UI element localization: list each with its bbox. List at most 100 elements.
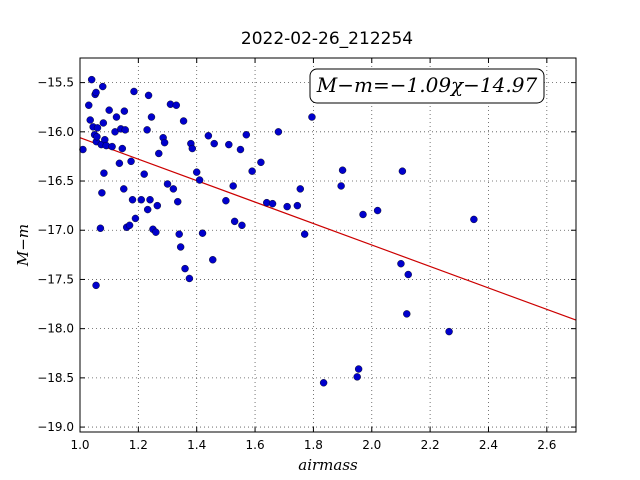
data-point <box>242 131 251 139</box>
data-point <box>174 197 182 206</box>
fit-line <box>79 137 577 321</box>
data-point <box>92 281 100 290</box>
data-point <box>204 132 213 140</box>
data-point <box>112 113 121 121</box>
data-point <box>99 119 108 127</box>
data-point <box>130 87 138 96</box>
data-point <box>353 373 361 381</box>
data-point <box>319 379 328 387</box>
data-point <box>146 196 154 204</box>
data-point <box>238 221 246 230</box>
data-point <box>120 185 128 193</box>
data-point <box>193 168 201 176</box>
y-tick-label: −15.5 <box>37 76 74 90</box>
data-point <box>354 365 363 373</box>
data-point <box>296 185 304 193</box>
data-point <box>337 182 345 190</box>
data-point <box>185 274 194 283</box>
data-point <box>128 196 137 204</box>
data-point <box>93 133 101 141</box>
y-tick-label: −19.0 <box>37 420 74 434</box>
data-point <box>105 106 113 114</box>
data-point <box>248 167 256 175</box>
y-tick-label: −17.5 <box>37 272 74 286</box>
data-point <box>188 144 197 153</box>
annotation-box <box>309 68 545 104</box>
data-point <box>98 189 106 197</box>
x-tick-label: 2.4 <box>479 438 498 452</box>
data-point <box>155 149 163 158</box>
chart-title: 2022-02-26_212254 <box>241 29 413 49</box>
x-axis: 1.0 1.2 1.4 1.6 1.8 2.0 2.2 2.4 2.6 <box>70 58 556 452</box>
data-point <box>93 124 102 132</box>
data-point <box>86 116 94 124</box>
data-point <box>160 138 169 147</box>
x-tick-label: 1.4 <box>187 438 206 452</box>
plot-frame <box>79 57 577 433</box>
data-point <box>137 196 145 204</box>
data-point <box>222 197 230 205</box>
data-point <box>176 243 185 251</box>
y-tick-label: −18.0 <box>37 322 74 336</box>
data-point <box>140 170 148 178</box>
data-point <box>169 185 178 193</box>
data-point <box>127 157 135 166</box>
data-point <box>100 169 108 177</box>
data-point <box>92 88 100 97</box>
data-point <box>274 128 283 136</box>
data-point <box>445 327 453 336</box>
x-tick-label: 2.0 <box>362 438 381 452</box>
data-point <box>153 201 162 210</box>
data-point <box>397 260 405 268</box>
data-point <box>300 230 309 238</box>
data-point <box>179 117 188 125</box>
data-point <box>198 229 207 237</box>
data-point <box>236 145 245 154</box>
data-point <box>152 228 160 236</box>
data-point <box>96 224 105 232</box>
data-point <box>181 264 189 273</box>
data-point <box>257 158 265 167</box>
data-point <box>210 139 218 148</box>
data-point <box>359 210 367 219</box>
x-tick-label: 2.6 <box>537 438 556 452</box>
data-point <box>121 126 129 134</box>
data-point <box>99 82 107 91</box>
data-point <box>293 201 302 210</box>
x-tick-label: 1.0 <box>70 438 89 452</box>
data-point <box>163 180 172 188</box>
data-point <box>120 107 129 115</box>
data-point <box>403 310 411 318</box>
y-tick-label: −16.5 <box>37 174 74 188</box>
data-point <box>118 144 127 153</box>
data-point <box>470 215 478 224</box>
data-point <box>175 230 183 238</box>
data-point <box>195 176 204 184</box>
x-tick-label: 1.6 <box>246 438 265 452</box>
data-point <box>268 199 277 208</box>
data-point <box>85 101 93 109</box>
data-point <box>338 166 347 174</box>
data-point <box>143 205 152 214</box>
y-tick-label: −18.5 <box>37 371 74 385</box>
data-point <box>87 75 96 84</box>
data-point <box>115 159 124 168</box>
y-axis: −15.5 −16.0 −16.5 −17.0 −17.5 −18.0 −18.5 −19.0 <box>37 76 576 434</box>
x-axis-label: airmass <box>298 456 358 474</box>
data-point <box>230 217 239 226</box>
data-point <box>308 113 316 121</box>
data-point <box>131 214 140 223</box>
data-point <box>209 256 217 264</box>
data-point <box>373 206 382 215</box>
y-axis-label: M−m <box>14 224 32 267</box>
x-tick-label: 2.2 <box>421 438 440 452</box>
data-point <box>108 142 116 151</box>
data-point <box>229 182 237 190</box>
data-point <box>398 167 407 175</box>
annotation-text: M−m=−1.09χ−14.97 <box>316 73 538 97</box>
plot-area <box>80 58 576 432</box>
data-point <box>172 101 180 109</box>
data-point <box>225 140 233 149</box>
data-point <box>283 202 291 211</box>
data-point <box>125 221 134 230</box>
